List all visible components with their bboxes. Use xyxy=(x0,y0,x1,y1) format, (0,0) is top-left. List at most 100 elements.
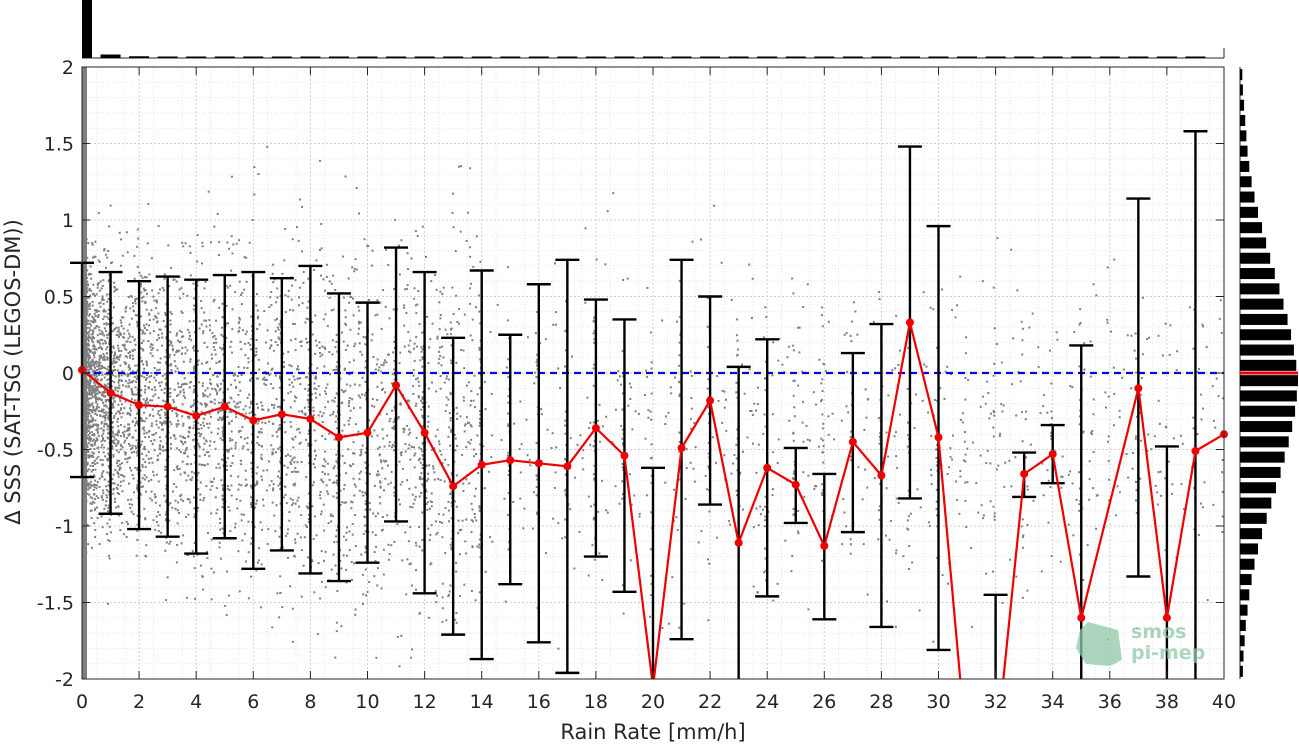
scatter-point xyxy=(1071,386,1074,389)
scatter-point xyxy=(312,406,315,409)
scatter-point xyxy=(222,415,225,418)
scatter-point xyxy=(284,294,287,297)
scatter-point xyxy=(387,264,390,266)
scatter-point xyxy=(175,280,178,283)
scatter-point xyxy=(185,516,187,519)
scatter-point xyxy=(86,305,89,308)
scatter-point xyxy=(410,562,412,565)
scatter-point xyxy=(117,451,120,454)
scatter-point xyxy=(108,378,111,381)
scatter-point xyxy=(164,519,167,522)
scatter-point xyxy=(847,411,850,414)
scatter-point xyxy=(756,403,759,405)
scatter-point xyxy=(164,416,167,419)
scatter-point xyxy=(104,455,107,458)
scatter-point xyxy=(327,522,330,524)
scatter-point xyxy=(278,428,281,430)
scatter-point xyxy=(234,373,237,376)
scatter-point xyxy=(91,451,94,454)
scatter-point xyxy=(143,376,146,379)
scatter-point xyxy=(225,336,228,339)
scatter-point xyxy=(222,487,225,490)
scatter-point xyxy=(86,326,89,329)
scatter-point xyxy=(271,404,273,406)
scatter-point xyxy=(425,256,427,258)
scatter-point xyxy=(250,410,253,413)
scatter-point xyxy=(469,282,472,285)
scatter-point xyxy=(490,392,493,395)
scatter-point xyxy=(212,571,215,574)
scatter-point xyxy=(235,242,238,245)
scatter-point xyxy=(229,437,232,440)
scatter-point xyxy=(272,281,275,284)
scatter-point xyxy=(247,520,250,523)
scatter-point xyxy=(196,234,199,236)
scatter-point xyxy=(1197,534,1200,536)
scatter-point xyxy=(390,382,393,385)
scatter-point xyxy=(284,493,287,496)
scatter-point xyxy=(335,453,338,456)
scatter-point xyxy=(98,332,101,335)
scatter-point xyxy=(103,411,106,414)
scatter-point xyxy=(153,439,156,442)
scatter-point xyxy=(83,342,86,345)
scatter-point xyxy=(82,499,85,502)
scatter-point xyxy=(315,388,318,391)
scatter-point xyxy=(86,523,89,526)
scatter-point xyxy=(102,302,105,305)
scatter-point xyxy=(216,375,219,378)
scatter-point xyxy=(932,308,935,311)
scatter-point xyxy=(1010,485,1013,488)
scatter-point xyxy=(277,428,280,431)
scatter-point xyxy=(503,497,506,500)
scatter-point xyxy=(94,326,97,329)
scatter-point xyxy=(998,435,1001,437)
scatter-point xyxy=(118,358,121,361)
scatter-point xyxy=(83,290,86,293)
scatter-point xyxy=(307,341,310,344)
scatter-point xyxy=(230,420,233,423)
scatter-point xyxy=(456,321,459,323)
scatter-point xyxy=(143,420,146,423)
scatter-point xyxy=(325,275,328,278)
scatter-point xyxy=(559,386,562,389)
scatter-point xyxy=(121,490,124,493)
scatter-point xyxy=(1071,482,1074,485)
scatter-point xyxy=(106,436,109,439)
scatter-point xyxy=(134,429,137,432)
scatter-point xyxy=(345,383,348,386)
scatter-point xyxy=(352,452,355,455)
scatter-point xyxy=(105,533,108,535)
scatter-point xyxy=(98,302,101,305)
scatter-point xyxy=(260,563,263,566)
scatter-point xyxy=(378,413,381,416)
scatter-point xyxy=(253,166,256,169)
scatter-point xyxy=(984,402,987,405)
scatter-point xyxy=(164,377,167,380)
scatter-point xyxy=(332,481,335,484)
scatter-point xyxy=(231,308,234,311)
scatter-point xyxy=(313,382,316,385)
scatter-point xyxy=(478,546,481,549)
scatter-point xyxy=(91,389,94,392)
scatter-point xyxy=(380,587,383,590)
scatter-point xyxy=(211,485,214,488)
scatter-point xyxy=(92,483,95,486)
scatter-point xyxy=(306,526,308,529)
scatter-point xyxy=(518,447,521,450)
scatter-point xyxy=(84,446,87,449)
scatter-point xyxy=(108,557,111,560)
scatter-point xyxy=(133,491,135,494)
scatter-point xyxy=(174,437,177,440)
scatter-point xyxy=(292,502,295,505)
scatter-point xyxy=(289,421,292,424)
scatter-point xyxy=(165,518,167,521)
scatter-point xyxy=(305,337,308,340)
scatter-point xyxy=(742,508,744,511)
scatter-point xyxy=(554,311,557,314)
scatter-point xyxy=(92,452,95,455)
scatter-point xyxy=(82,254,84,257)
scatter-point xyxy=(146,364,148,367)
scatter-point xyxy=(1205,346,1208,349)
scatter-point xyxy=(289,497,292,500)
